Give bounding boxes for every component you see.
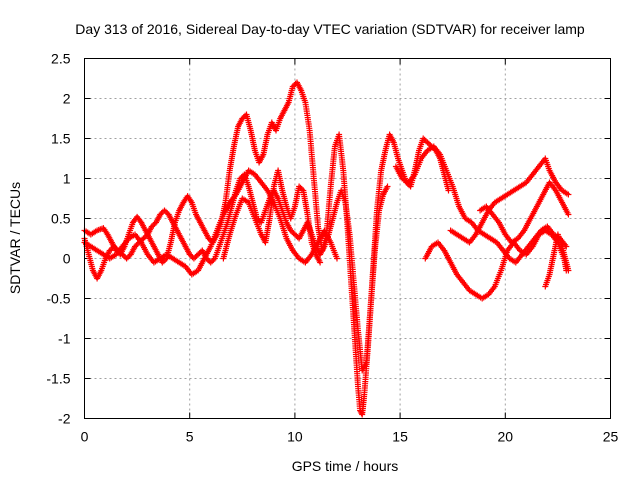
plot-frame	[84, 58, 611, 419]
y-tick-label: 1.5	[51, 131, 71, 147]
series-2-markers	[81, 171, 391, 374]
chart-title: Day 313 of 2016, Sidereal Day-to-day VTE…	[75, 21, 585, 37]
y-axis-ticks: 2.5 2 1.5 1 0.5 0 -0.5 -1 -1.5 -2	[46, 51, 611, 427]
series-9-markers	[542, 231, 572, 290]
y-axis-label: SDTVAR / TECUs	[7, 182, 23, 294]
x-tick-label: 25	[603, 429, 619, 445]
series-8-markers	[477, 179, 572, 246]
y-tick-label: 0.5	[51, 211, 71, 227]
y-tick-label: -1.5	[46, 371, 70, 387]
y-tick-label: -0.5	[46, 291, 70, 307]
grid-lines	[84, 58, 611, 419]
y-tick-label: -1	[58, 331, 71, 347]
x-tick-label: 20	[498, 429, 514, 445]
data-series	[81, 79, 572, 418]
x-tick-label: 5	[186, 429, 194, 445]
x-tick-label: 15	[392, 429, 408, 445]
y-tick-label: 2	[63, 91, 71, 107]
y-tick-label: 2.5	[51, 51, 71, 67]
x-tick-label: 10	[287, 429, 303, 445]
series-4-markers	[220, 167, 324, 266]
x-tick-label: 0	[81, 429, 89, 445]
y-tick-label: -2	[58, 411, 71, 427]
y-tick-label: 1	[63, 171, 71, 187]
y-tick-label: 0	[63, 251, 71, 267]
x-axis-label: GPS time / hours	[292, 458, 399, 474]
